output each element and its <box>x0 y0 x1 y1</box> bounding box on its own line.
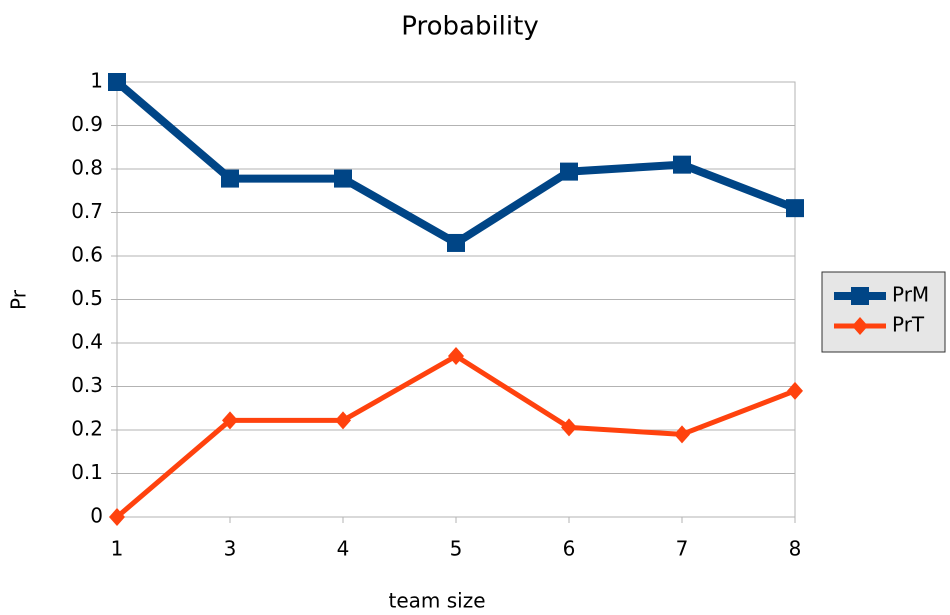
marker <box>561 418 577 437</box>
y-tick-label: 0 <box>90 504 103 528</box>
marker <box>674 425 690 444</box>
marker <box>786 199 804 218</box>
y-tick-label: 0.8 <box>71 156 103 180</box>
series-line <box>115 353 796 519</box>
x-tick-label: 6 <box>563 537 576 561</box>
y-tick-label: 0.2 <box>71 417 103 441</box>
y-tick-label: 1 <box>90 69 103 93</box>
x-tick-label: 4 <box>337 537 350 561</box>
legend-box <box>821 271 946 353</box>
x-tick-label: 5 <box>450 537 463 561</box>
y-tick-label: 0.4 <box>71 330 103 354</box>
legend-marker <box>851 287 869 305</box>
marker <box>447 233 465 252</box>
series-line <box>114 78 797 247</box>
marker <box>334 169 352 188</box>
y-tick-label: 0.9 <box>71 112 103 136</box>
y-tick-label: 0.5 <box>71 286 103 310</box>
y-tick-label: 0.3 <box>71 373 103 397</box>
y-tick-label: 0.6 <box>71 243 103 267</box>
chart-title: Probability <box>401 12 538 42</box>
legend-label: PrT <box>892 313 925 337</box>
marker <box>448 347 464 366</box>
y-axis-label: Pr <box>7 289 31 310</box>
marker <box>673 155 691 174</box>
legend-label: PrM <box>892 283 929 307</box>
marker <box>222 411 238 430</box>
marker <box>335 411 351 430</box>
x-tick-label: 1 <box>111 537 124 561</box>
marker <box>108 73 126 91</box>
x-tick-label: 8 <box>789 537 802 561</box>
marker <box>221 169 239 188</box>
marker <box>787 381 803 400</box>
y-tick-label: 0.1 <box>71 460 103 484</box>
x-axis-label: team size <box>388 589 485 613</box>
x-tick-label: 3 <box>224 537 237 561</box>
x-tick-label: 7 <box>676 537 689 561</box>
legend-marker <box>852 317 868 335</box>
marker <box>109 508 125 526</box>
marker <box>560 162 578 181</box>
y-tick-label: 0.7 <box>71 199 103 223</box>
